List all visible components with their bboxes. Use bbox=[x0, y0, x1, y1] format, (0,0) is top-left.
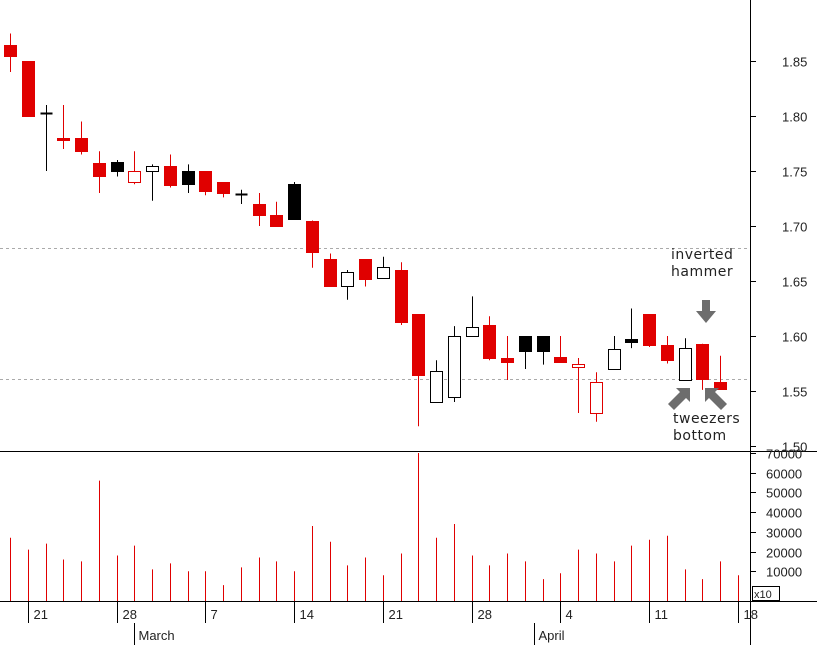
candle-body-14 bbox=[253, 204, 266, 216]
candle-body-25 bbox=[448, 336, 461, 398]
tweezers-bottom-line2: bottom bbox=[673, 428, 727, 444]
candle-body-36 bbox=[643, 314, 656, 346]
candle-body-24 bbox=[430, 371, 443, 403]
volume-unit-box bbox=[752, 586, 780, 601]
candle-body-40 bbox=[714, 382, 727, 390]
price-tick-label-1.75: 1.75 bbox=[782, 165, 807, 180]
candle-body-16 bbox=[288, 184, 301, 220]
price-tick-label-1.85: 1.85 bbox=[782, 55, 807, 70]
candle-body-11 bbox=[199, 171, 212, 192]
month-label-April: April bbox=[539, 628, 565, 643]
candle-body-8 bbox=[146, 166, 159, 172]
candle-body-33 bbox=[590, 382, 603, 414]
candle-body-26 bbox=[466, 327, 479, 337]
candle-body-5 bbox=[93, 163, 106, 177]
price-tick-label-1.55: 1.55 bbox=[782, 385, 807, 400]
candle-body-3 bbox=[57, 138, 70, 141]
tweezers-arrow-right bbox=[705, 388, 727, 410]
inverted-hammer-line2: hammer bbox=[671, 264, 734, 280]
x-tick-label-21: 21 bbox=[389, 607, 403, 622]
candle-body-15 bbox=[270, 215, 283, 227]
price-tick-label-1.80: 1.80 bbox=[782, 110, 807, 125]
volume-tick-label-40000: 40000 bbox=[766, 506, 802, 521]
candle-body-32 bbox=[572, 364, 585, 368]
x-tick-label-18: 18 bbox=[744, 607, 758, 622]
price-tick-label-1.50: 1.50 bbox=[782, 440, 807, 455]
x-tick-label-28: 28 bbox=[478, 607, 492, 622]
candle-body-1 bbox=[22, 61, 35, 117]
candle-body-38 bbox=[679, 348, 692, 381]
candle-body-39 bbox=[696, 344, 709, 380]
x-tick-label-11: 11 bbox=[655, 607, 669, 622]
price-tick-label-1.65: 1.65 bbox=[782, 275, 807, 290]
volume-tick-label-20000: 20000 bbox=[766, 546, 802, 561]
candle-body-22 bbox=[395, 270, 408, 323]
candle-body-27 bbox=[483, 325, 496, 359]
candle-body-21 bbox=[377, 267, 390, 279]
candle-body-31 bbox=[554, 357, 567, 363]
month-label-March: March bbox=[139, 628, 175, 643]
volume-tick-label-30000: 30000 bbox=[766, 526, 802, 541]
tweezers-bottom-annotation: tweezers bottom bbox=[673, 411, 753, 445]
candle-body-0 bbox=[4, 45, 17, 57]
candle-body-4 bbox=[75, 138, 88, 152]
tweezers-arrow-left bbox=[668, 388, 690, 410]
tweezers-bottom-line1: tweezers bbox=[673, 411, 741, 427]
x-tick-label-7: 7 bbox=[211, 607, 218, 622]
candle-body-18 bbox=[324, 259, 337, 287]
candle-body-37 bbox=[661, 345, 674, 361]
x-tick-label-14: 14 bbox=[300, 607, 314, 622]
volume-unit-label: x10 bbox=[754, 589, 772, 601]
candle-body-28 bbox=[501, 358, 514, 363]
inverted-hammer-line1: inverted bbox=[671, 247, 734, 263]
candle-body-23 bbox=[412, 314, 425, 376]
inverted-hammer-annotation: inverted hammer bbox=[671, 247, 751, 281]
candle-body-20 bbox=[359, 259, 372, 280]
candle-body-7 bbox=[128, 171, 141, 183]
inverted-hammer-arrow bbox=[696, 300, 716, 323]
candle-body-19 bbox=[341, 272, 354, 287]
candle-body-29 bbox=[519, 336, 532, 352]
candle-body-35 bbox=[625, 339, 638, 343]
volume-tick-label-50000: 50000 bbox=[766, 486, 802, 501]
candle-body-10 bbox=[182, 171, 195, 185]
volume-tick-label-10000: 10000 bbox=[766, 565, 802, 580]
candle-body-9 bbox=[164, 166, 177, 186]
candle-body-30 bbox=[537, 336, 550, 352]
x-tick-label-4: 4 bbox=[566, 607, 573, 622]
volume-tick-label-70000: 70000 bbox=[766, 447, 802, 462]
price-tick-label-1.60: 1.60 bbox=[782, 330, 807, 345]
price-tick-label-1.70: 1.70 bbox=[782, 220, 807, 235]
x-tick-label-21: 21 bbox=[34, 607, 48, 622]
candle-body-6 bbox=[111, 162, 124, 172]
candle-body-12 bbox=[217, 182, 230, 194]
candle-body-17 bbox=[306, 221, 319, 253]
x-tick-label-28: 28 bbox=[123, 607, 137, 622]
candle-body-34 bbox=[608, 349, 621, 370]
volume-tick-label-60000: 60000 bbox=[766, 467, 802, 482]
